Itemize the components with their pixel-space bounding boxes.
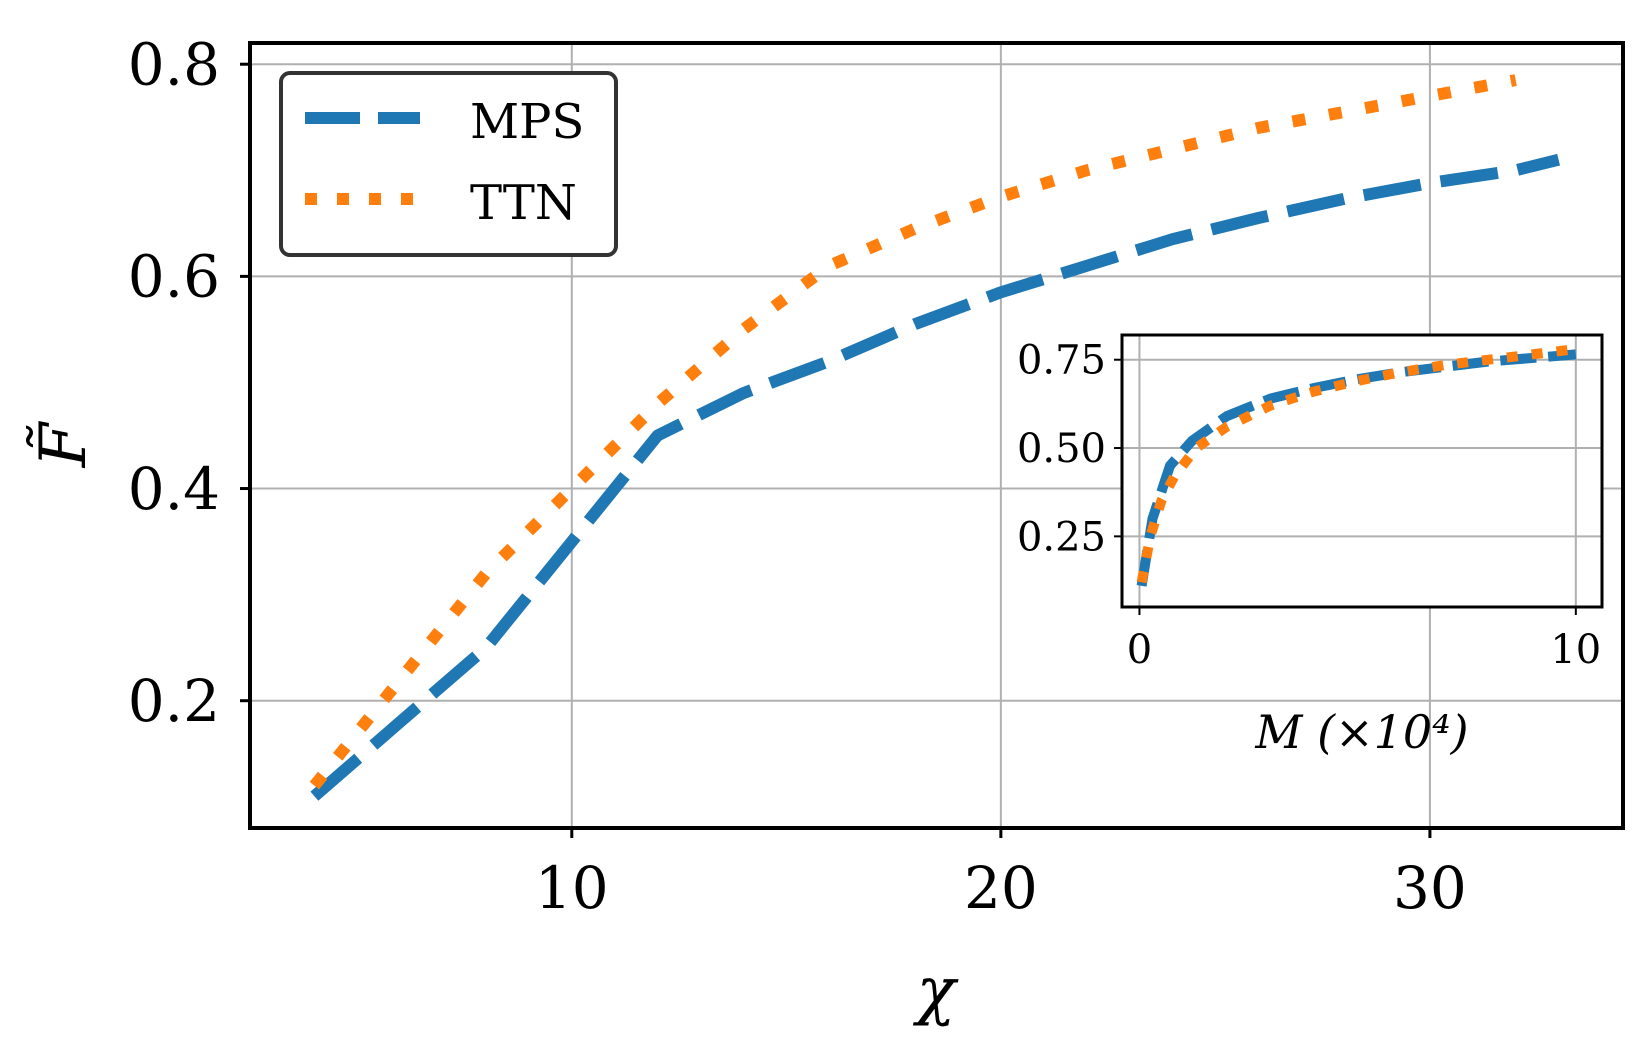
inset-series-ttn-line [1136, 344, 1577, 584]
main-chart: 10 20 30 0.2 0.4 0.6 0.8 χ F̃ MPS TTN [26, 31, 1625, 1028]
inset-x-tick-label: 10 [1550, 627, 1601, 673]
main-x-tick-label: 10 [535, 854, 609, 922]
inset-x-tick-label: 0 [1127, 627, 1152, 673]
inset-x-axis-label: M (×10⁴) [1254, 705, 1468, 759]
legend-label-mps: MPS [470, 94, 584, 150]
inset-y-tick-label: 0.25 [1017, 514, 1106, 560]
main-y-tick-label: 0.6 [128, 243, 220, 311]
main-y-axis-label: F̃ [26, 420, 101, 468]
main-y-tick-label: 0.4 [128, 455, 220, 523]
main-ticks: 10 20 30 0.2 0.4 0.6 0.8 [128, 31, 1467, 922]
main-y-tick-label: 0.8 [128, 31, 220, 99]
legend-label-ttn: TTN [470, 175, 577, 231]
inset-series-group [1136, 344, 1577, 587]
main-series-group [309, 74, 1561, 801]
inset-y-tick-label: 0.50 [1017, 426, 1106, 472]
main-series-mps-line [310, 153, 1561, 801]
inset-y-tick-label: 0.75 [1017, 338, 1106, 384]
inset-axes-frame [1120, 333, 1604, 609]
inset-chart: 0 10 0.25 0.50 0.75 M (×10⁴) [1017, 333, 1604, 759]
main-y-tick-label: 0.2 [128, 667, 220, 735]
main-x-tick-label: 20 [964, 854, 1038, 922]
inset-ticks: 0 10 0.25 0.50 0.75 [1017, 338, 1601, 673]
legend: MPS TTN [279, 71, 618, 257]
main-axes-frame [248, 41, 1625, 830]
main-x-axis-label: χ [913, 954, 959, 1028]
main-grid [250, 43, 1623, 828]
main-x-tick-label: 30 [1393, 854, 1467, 922]
legend-frame [279, 71, 618, 257]
